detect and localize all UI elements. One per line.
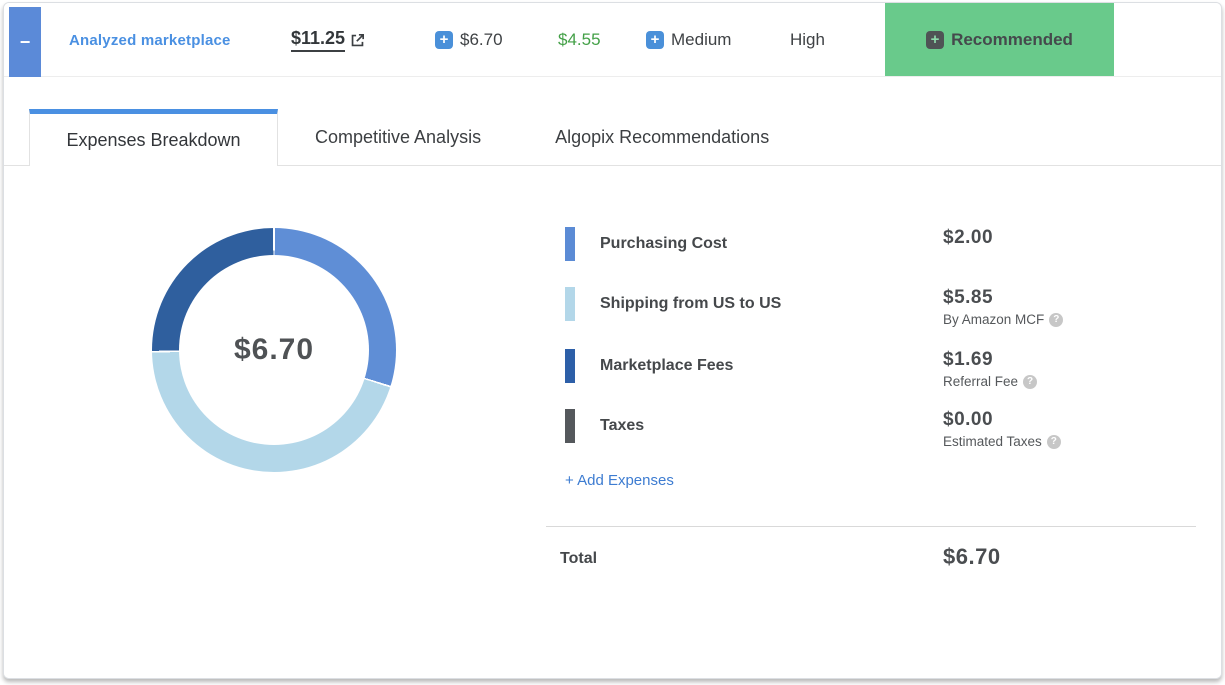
demand-summary: + Medium: [646, 3, 731, 77]
expense-label: Marketplace Fees: [600, 357, 734, 374]
expense-row-taxes: Taxes $0.00 Estimated Taxes ?: [565, 409, 1195, 453]
expand-expenses-icon[interactable]: +: [435, 31, 453, 49]
expense-note: Estimated Taxes: [943, 434, 1042, 449]
product-analysis-card: − Analyzed marketplace $11.25 + $6.70 $4…: [3, 2, 1222, 679]
summary-bar: − Analyzed marketplace $11.25 + $6.70 $4…: [4, 3, 1221, 77]
competition-level: High: [790, 30, 825, 49]
estimated-profit: $4.55: [558, 30, 601, 49]
taxes-swatch: [565, 409, 575, 443]
recommendation-label: Recommended: [951, 29, 1073, 49]
product-price-link[interactable]: $11.25: [291, 3, 366, 77]
tab-bar: Expenses Breakdown Competitive Analysis …: [4, 109, 1221, 166]
purchasing-cost-swatch: [565, 227, 575, 261]
expense-value: $2.00: [943, 227, 994, 248]
expense-value: $5.85: [943, 287, 994, 308]
expense-note: Referral Fee: [943, 374, 1019, 389]
tab-expenses-breakdown[interactable]: Expenses Breakdown: [29, 109, 278, 166]
tab-competitive-analysis[interactable]: Competitive Analysis: [315, 126, 482, 147]
expenses-summary: + $6.70: [435, 3, 503, 77]
expenses-donut-chart: $6.70: [152, 228, 396, 472]
tab-algopix-recommendations[interactable]: Algopix Recommendations: [555, 126, 770, 147]
help-icon[interactable]: ?: [1049, 312, 1064, 327]
total-label: Total: [560, 550, 598, 567]
expense-row-shipping: Shipping from US to US $5.85 By Amazon M…: [565, 287, 1195, 331]
expense-label: Shipping from US to US: [600, 295, 782, 312]
product-price: $11.25: [291, 28, 346, 52]
collapse-row-button[interactable]: −: [9, 7, 41, 77]
expand-recommendation-icon[interactable]: +: [926, 30, 945, 49]
expenses-amount: $6.70: [460, 30, 503, 49]
expense-value: $1.69: [943, 349, 994, 370]
donut-center-total: $6.70: [233, 333, 315, 366]
help-icon[interactable]: ?: [1046, 434, 1061, 449]
donut-hole: $6.70: [179, 255, 369, 445]
expand-demand-icon[interactable]: +: [646, 31, 664, 49]
expense-row-purchasing-cost: Purchasing Cost $2.00: [565, 227, 1195, 271]
expense-row-marketplace-fees: Marketplace Fees $1.69 Referral Fee ?: [565, 349, 1195, 393]
expense-label: Purchasing Cost: [600, 235, 728, 252]
analyzed-marketplace-link[interactable]: Analyzed marketplace: [69, 31, 231, 49]
total-divider: [546, 526, 1196, 527]
demand-level: Medium: [671, 30, 732, 49]
add-expenses-button[interactable]: + Add Expenses: [565, 472, 674, 489]
marketplace-fees-swatch: [565, 349, 575, 383]
help-icon[interactable]: ?: [1023, 374, 1038, 389]
external-link-icon[interactable]: [349, 32, 366, 49]
shipping-swatch: [565, 287, 575, 321]
expense-label: Taxes: [600, 417, 645, 434]
expense-value: $0.00: [943, 409, 994, 430]
total-value: $6.70: [943, 544, 1001, 569]
expense-note: By Amazon MCF: [943, 312, 1045, 327]
recommendation-badge: + Recommended: [885, 3, 1114, 76]
expenses-breakdown-panel: $6.70 Purchasing Cost $2.00 Shipping fro…: [4, 166, 1221, 678]
